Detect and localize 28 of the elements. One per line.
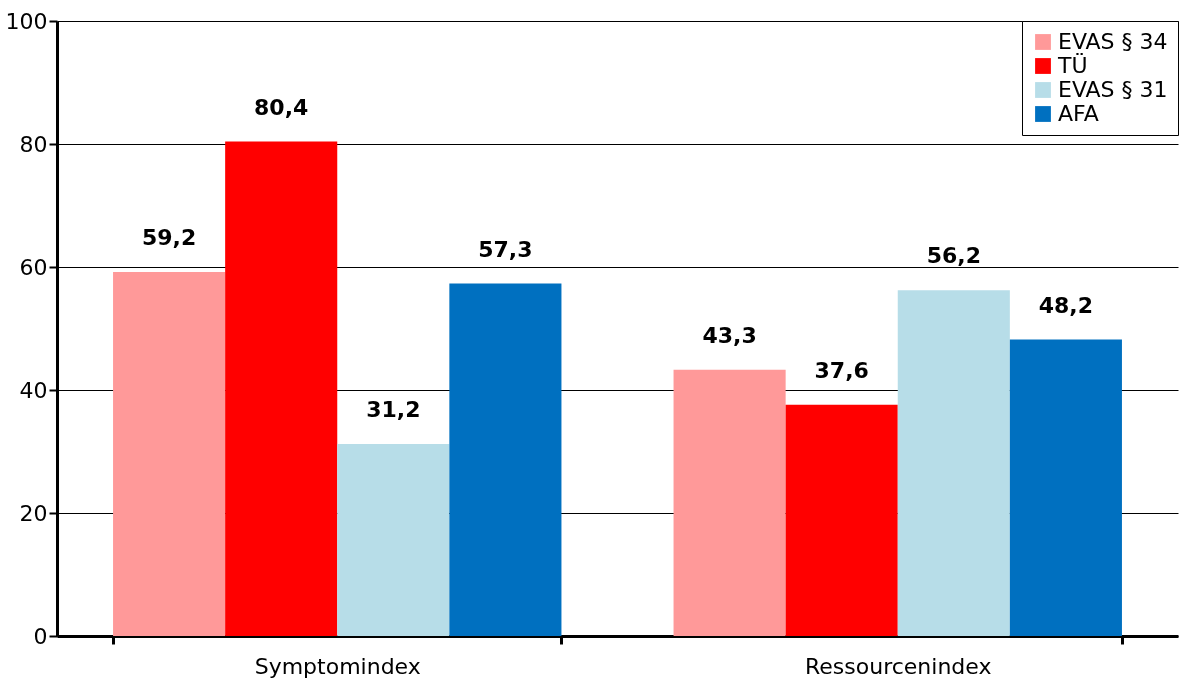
data-label: 31,2 <box>366 397 421 423</box>
bar <box>785 404 898 636</box>
bar <box>225 141 338 636</box>
legend-label: AFA <box>1058 101 1099 126</box>
bar <box>897 290 1010 636</box>
legend-label: EVAS § 34 <box>1058 29 1168 54</box>
data-label: 48,2 <box>1038 292 1094 318</box>
bar <box>1009 339 1122 636</box>
y-tick-label: 20 <box>19 500 48 526</box>
bar <box>337 444 450 636</box>
data-label: 57,3 <box>478 236 533 262</box>
data-label: 59,2 <box>141 224 197 250</box>
y-tick-label: 40 <box>19 377 48 403</box>
data-label: 37,6 <box>814 357 869 383</box>
y-tick-label: 0 <box>33 623 48 649</box>
legend-label: TÜ <box>1057 53 1088 78</box>
y-tick-label: 80 <box>19 131 48 157</box>
data-label: 43,3 <box>702 322 757 348</box>
data-label: 80,4 <box>254 94 309 120</box>
legend-label: EVAS § 31 <box>1058 77 1168 102</box>
y-tick-label: 60 <box>19 254 48 280</box>
y-tick-label: 100 <box>5 8 48 34</box>
bar <box>449 283 562 636</box>
x-tick-label: Symptomindex <box>254 653 421 679</box>
bar <box>113 271 226 636</box>
x-tick-label: Ressourcenindex <box>805 653 992 679</box>
data-label: 56,2 <box>926 243 981 269</box>
bar <box>673 369 786 636</box>
